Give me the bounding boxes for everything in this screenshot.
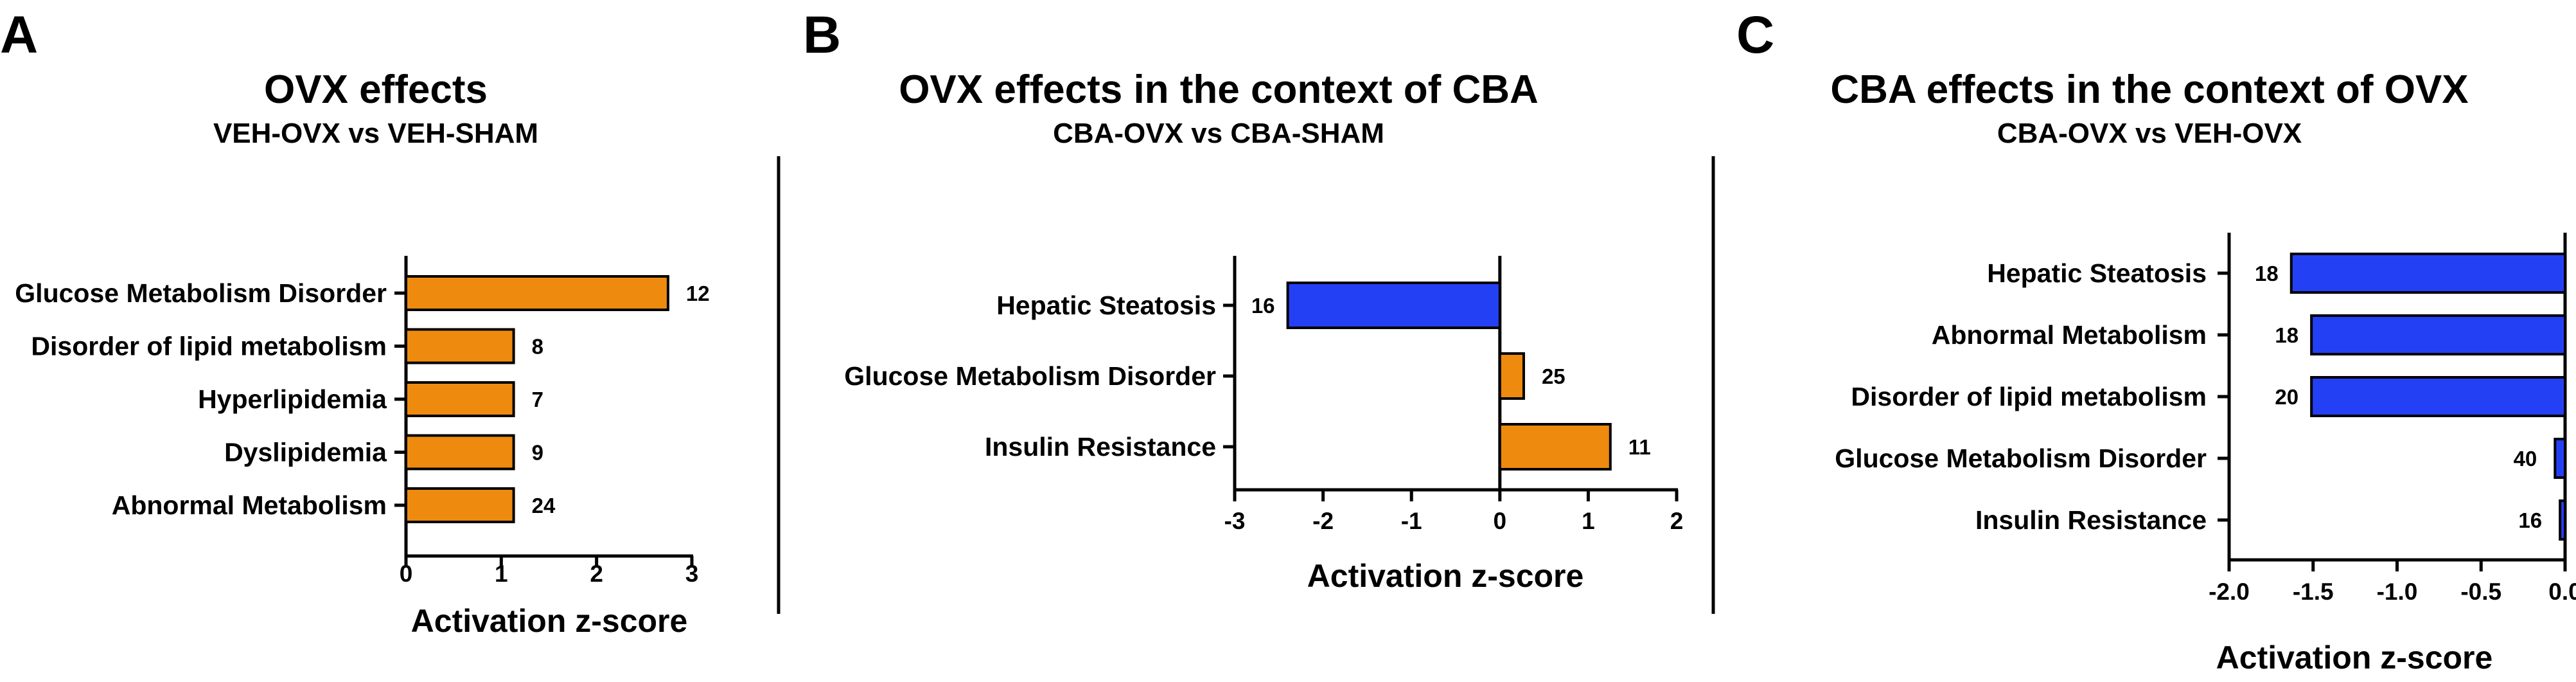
- panel-b-bar: [1500, 354, 1524, 399]
- panel-c-subtitle: CBA-OVX vs VEH-OVX: [1997, 118, 2302, 149]
- panel-a-data-label: 7: [532, 388, 543, 411]
- panel-c-category-label: Hepatic Steatosis: [1987, 258, 2207, 288]
- panel-a-category-label: Glucose Metabolism Disorder: [15, 278, 387, 308]
- panel-c-data-label: 18: [2255, 262, 2279, 285]
- panel-c-data-label: 16: [2518, 508, 2542, 532]
- panel-b-category-label: Insulin Resistance: [985, 432, 1216, 462]
- panel-a-category-label: Abnormal Metabolism: [112, 490, 387, 520]
- panel-letter-a: A: [0, 6, 38, 64]
- panel-b-data-label: 11: [1628, 435, 1651, 459]
- panel-c-bar: [2311, 377, 2565, 416]
- panel-c-category-label: Disorder of lipid metabolism: [1851, 382, 2207, 411]
- panel-b-x-axis-label: Activation z-score: [1307, 558, 1584, 594]
- panel-a-bar: [406, 330, 514, 363]
- panel-c-bar: [2291, 254, 2565, 292]
- panel-a-bar: [406, 382, 514, 416]
- panel-c-x-tick-label: -1.5: [2293, 579, 2334, 605]
- panel-c-category-label: Insulin Resistance: [1975, 505, 2207, 535]
- panel-c-data-label: 18: [2275, 323, 2298, 347]
- panel-c-x-tick-label: -1.0: [2377, 579, 2418, 605]
- panel-c-bar: [2311, 316, 2565, 354]
- panel-a-data-label: 24: [532, 494, 556, 517]
- panel-b-data-label: 16: [1251, 294, 1275, 318]
- panel-letter-c: C: [1736, 6, 1774, 64]
- panel-b-category-label: Glucose Metabolism Disorder: [844, 361, 1216, 391]
- panel-b-x-tick-label: -2: [1312, 508, 1334, 534]
- panel-c-category-label: Abnormal Metabolism: [1932, 320, 2207, 350]
- panel-c-bar: [2555, 439, 2565, 478]
- panel-b-data-label: 25: [1542, 364, 1566, 388]
- panel-a-x-tick-label: 3: [685, 561, 699, 587]
- panel-a-bar: [406, 489, 514, 522]
- panel-b-title: OVX effects in the context of CBA: [899, 67, 1539, 112]
- panel-b-category-label: Hepatic Steatosis: [996, 291, 1216, 320]
- panel-c-x-tick-label: 0.0: [2548, 579, 2576, 605]
- panel-a-subtitle: VEH-OVX vs VEH-SHAM: [213, 118, 538, 149]
- panel-a-x-tick-label: 1: [495, 561, 508, 587]
- panel-a-category-label: Disorder of lipid metabolism: [31, 332, 387, 361]
- panel-a-data-label: 9: [532, 441, 543, 465]
- panel-a-data-label: 12: [686, 282, 710, 305]
- panel-b-plot: -3 -2 -1 0 1 2 Hepatic Steatosis 16 Glucose Meta…: [844, 256, 1683, 534]
- panel-a-x-tick-label: 2: [590, 561, 603, 587]
- panel-a-x-axis-label: Activation z-score: [411, 603, 688, 639]
- panel-a-data-label: 8: [532, 335, 543, 359]
- panel-a-bar: [406, 436, 514, 469]
- panel-a-title: OVX effects: [264, 67, 488, 112]
- panel-b-subtitle: CBA-OVX vs CBA-SHAM: [1053, 118, 1384, 149]
- panel-b-x-tick-label: -3: [1224, 508, 1246, 534]
- panel-a-category-label: Hyperlipidemia: [198, 384, 387, 414]
- panel-b-bar: [1500, 424, 1610, 469]
- panel-b-x-tick-label: 1: [1582, 508, 1595, 534]
- panel-c-x-tick-label: -0.5: [2460, 579, 2501, 605]
- panel-a-x-tick-label: 0: [400, 561, 413, 587]
- panel-c-data-label: 40: [2514, 447, 2537, 471]
- panel-c-data-label: 20: [2275, 385, 2298, 409]
- panel-a-bar: [406, 276, 668, 310]
- panel-b-x-tick-label: 0: [1494, 508, 1507, 534]
- panel-c-title: CBA effects in the context of OVX: [1830, 67, 2468, 112]
- panel-c-category-label: Glucose Metabolism Disorder: [1835, 444, 2207, 473]
- panel-b-x-tick-label: -1: [1401, 508, 1422, 534]
- panel-c-plot: -2.0 -1.5 -1.0 -0.5 0.0 Hepatic Steatosis 18 Ab…: [1835, 233, 2576, 605]
- panel-c-bar: [2560, 501, 2565, 539]
- panel-c-x-tick-label: -2.0: [2209, 579, 2250, 605]
- panel-letter-b: B: [803, 6, 841, 64]
- panel-b-bar: [1288, 283, 1500, 328]
- panel-c-x-axis-label: Activation z-score: [2216, 640, 2493, 676]
- panel-a-category-label: Dyslipidemia: [224, 438, 387, 467]
- panel-b-x-tick-label: 2: [1670, 508, 1684, 534]
